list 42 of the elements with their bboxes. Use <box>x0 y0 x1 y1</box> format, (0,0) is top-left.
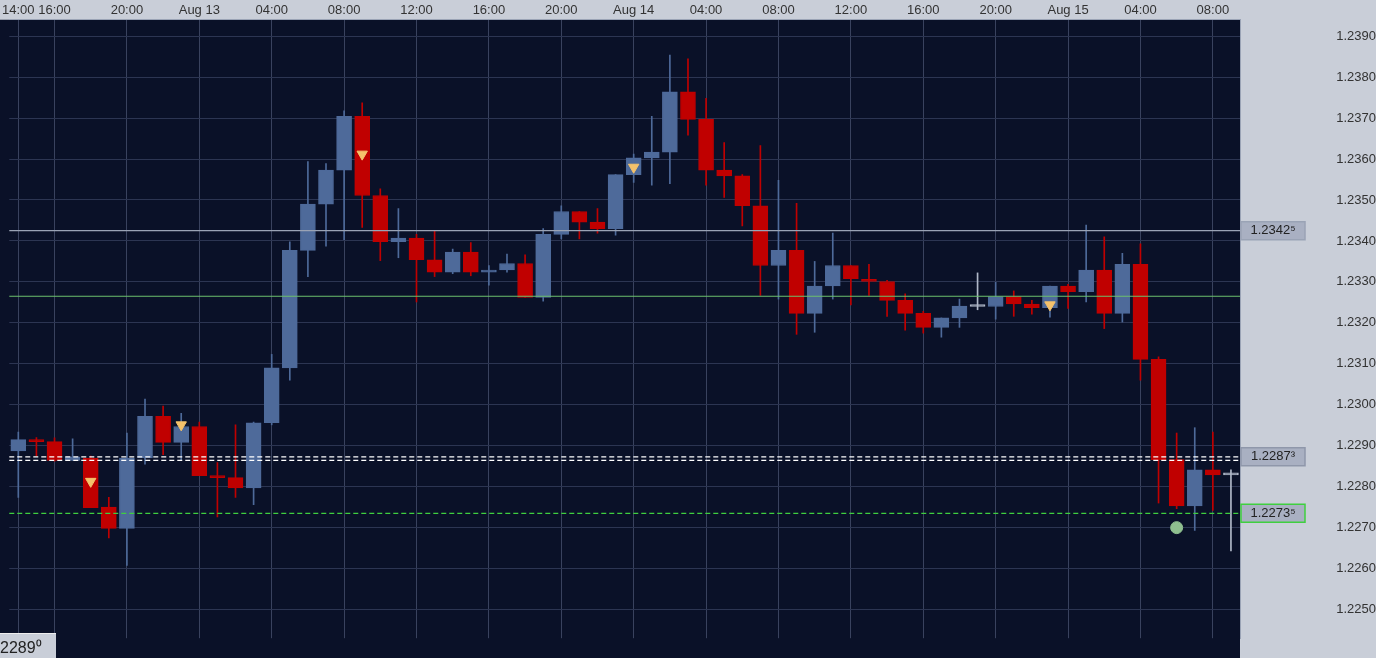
x-tick-label: Aug 15 <box>1047 1 1089 17</box>
candlestick <box>1223 469 1239 552</box>
text: 2289⁰ <box>0 633 56 658</box>
y-tick-label: 1.2290 <box>1336 437 1376 453</box>
x-tick-label: 20:00 <box>545 1 578 17</box>
candlestick <box>861 263 877 296</box>
y-tick-label: 1.2320 <box>1336 314 1376 330</box>
x-tick-label: Aug 14 <box>613 1 655 17</box>
y-tick-label: 1.2330 <box>1336 273 1376 289</box>
y-tick-label: 1.2340 <box>1336 232 1376 248</box>
y-tick-label: 1.2270 <box>1336 519 1376 535</box>
x-tick-label: 12:00 <box>400 1 433 17</box>
candlestick <box>10 431 27 498</box>
ref-line-label: 1.2273⁵ <box>1250 504 1296 520</box>
y-tick-label: 1.2360 <box>1336 150 1376 166</box>
x-tick-label: 16:00 <box>472 1 506 17</box>
x-tick-label: 14:00 <box>2 1 35 17</box>
y-tick-label: 1.2300 <box>1336 396 1376 412</box>
y-tick-label: 1.2310 <box>1336 355 1376 371</box>
x-tick-label: 16:00 <box>906 1 940 17</box>
candlestick <box>643 116 660 186</box>
x-tick-label: 08:00 <box>762 1 795 17</box>
y-tick-label: 1.2390 <box>1336 27 1376 43</box>
y-tick-label: 1.2350 <box>1336 191 1376 207</box>
x-tick-label: 20:00 <box>110 1 144 17</box>
x-tick-label: Aug 13 <box>178 1 220 17</box>
x-tick-label: 12:00 <box>834 1 868 17</box>
y-tick-label: 1.2370 <box>1336 109 1376 125</box>
x-tick-label: 04:00 <box>255 1 288 17</box>
y-tick-label: 1.2250 <box>1336 601 1376 617</box>
candlestick <box>716 142 733 198</box>
x-tick-label: 20:00 <box>979 1 1012 17</box>
ref-line-label: 1.2342⁵ <box>1250 222 1296 238</box>
x-tick-label: 08:00 <box>327 1 361 17</box>
x-tick-label: 04:00 <box>689 1 723 17</box>
x-tick-label: 04:00 <box>1124 1 1157 17</box>
x-tick-label: 16:00 <box>38 1 71 17</box>
y-tick-label: 1.2380 <box>1336 68 1376 84</box>
x-tick-label: 08:00 <box>1196 1 1230 17</box>
y-tick-label: 1.2280 <box>1336 478 1376 494</box>
y-tick-label: 1.2260 <box>1336 560 1376 576</box>
ref-line-label: 1.2287³ <box>1250 448 1296 464</box>
